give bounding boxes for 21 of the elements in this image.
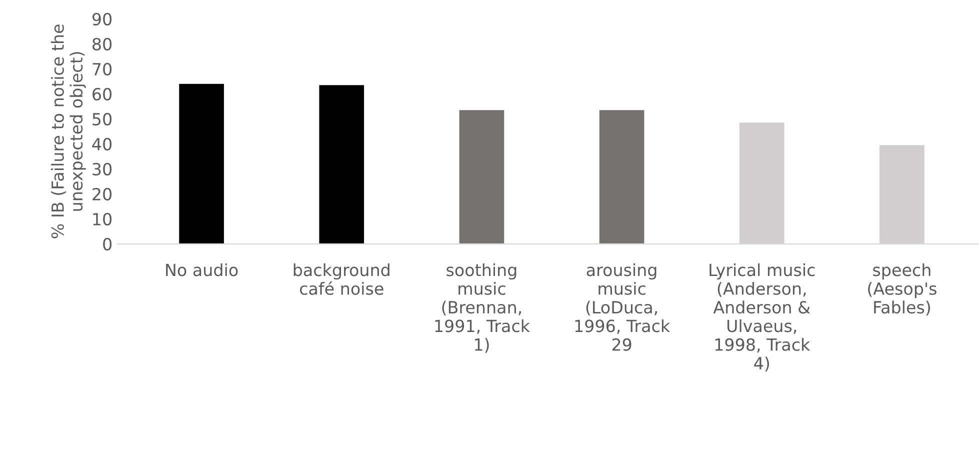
y-tick-label: 40 [92, 138, 112, 150]
y-tick-label: 60 [92, 88, 112, 100]
y-tick-label: 0 [103, 238, 112, 250]
x-tick-label: No audio [166, 263, 238, 276]
x-tick-label: background café noise [294, 263, 390, 295]
y-tick-label: 70 [92, 62, 112, 76]
bar [599, 110, 644, 244]
x-tick-label: arousing music (LoDuca, 1996, Track 29 [575, 263, 670, 351]
x-tick-label: soothing music (Brennan, 1991, Track 1) [435, 263, 530, 353]
y-tick-label: 50 [92, 112, 112, 126]
bar [179, 84, 224, 244]
bar [459, 110, 504, 244]
y-tick-label: 90 [92, 12, 112, 26]
y-axis-title: % IB (Failure to notice the unexpected object) [51, 24, 86, 238]
x-tick-label: speech (Aesop's Fables) [868, 263, 936, 316]
y-tick-label: 10 [93, 212, 112, 226]
bar [319, 85, 364, 244]
y-tick-label: 20 [92, 188, 112, 200]
x-tick-label: Lyrical music (Anderson, Anderson & Ulvaeus, 1998, Track 4) [710, 263, 815, 372]
y-tick-label: 80 [92, 38, 112, 50]
y-tick-label: 30 [92, 162, 112, 176]
